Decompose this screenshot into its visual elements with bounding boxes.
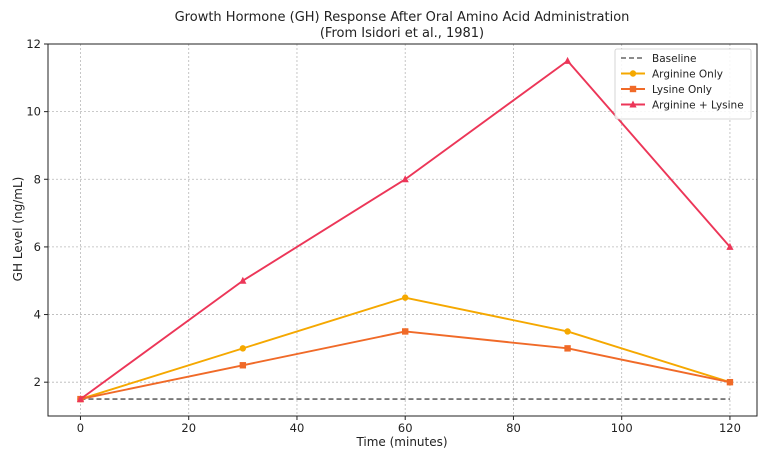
x-tick-label: 20: [181, 421, 196, 435]
chart-title: Growth Hormone (GH) Response After Oral …: [175, 10, 630, 25]
plot-frame: [47, 43, 758, 417]
y-tick-label: 10: [26, 105, 41, 119]
legend: Baseline Arginine Only Lysine Only Arginine…: [614, 48, 752, 120]
data-point-lysine-only: [239, 362, 247, 369]
legend-label-arginine-only: Arginine Only: [652, 68, 723, 80]
legend-marker-arginine-lysine: [629, 100, 637, 108]
legend-box: [614, 48, 752, 120]
x-tick-label: 80: [506, 421, 521, 435]
legend-label-arginine-lysine: Arginine + Lysine: [652, 99, 744, 111]
data-point-arginine-lysine: [726, 242, 734, 250]
data-point-arginine-only: [402, 294, 409, 301]
x-tick-label: 0: [77, 421, 84, 435]
chart-subtitle: (From Isidori et al., 1981): [320, 26, 484, 41]
x-axis-label: Time (minutes): [355, 435, 447, 449]
x-tick-label: 120: [719, 421, 741, 435]
legend-label-baseline: Baseline: [652, 53, 697, 65]
y-tick-label: 8: [34, 172, 41, 186]
data-point-lysine-only: [564, 345, 571, 352]
series-group: [76, 56, 734, 403]
data-point-lysine-only: [726, 378, 734, 386]
data-point-arginine-only: [564, 328, 571, 335]
axes: 0 20 40 60 80 100 120 2 4 6 8 10 12: [26, 37, 758, 435]
data-point-arginine-only: [239, 345, 247, 352]
data-point-arginine-lysine: [76, 395, 85, 403]
x-tick-label: 60: [398, 421, 413, 435]
legend-marker-arginine-only: [629, 70, 637, 77]
chart-title-group: Growth Hormone (GH) Response After Oral …: [175, 10, 630, 41]
legend-marker-lysine-only: [629, 85, 637, 93]
y-tick-label: 6: [34, 240, 41, 254]
data-point-arginine-lysine: [401, 175, 409, 183]
y-tick-label: 2: [34, 375, 41, 389]
legend-label-lysine-only: Lysine Only: [652, 84, 712, 96]
data-point-arginine-lysine: [563, 56, 572, 64]
y-axis-label: GH Level (ng/mL): [11, 177, 25, 282]
series-arginine-lysine: [76, 56, 734, 403]
data-point-lysine-only: [402, 328, 409, 335]
y-tick-label: 12: [26, 37, 41, 51]
y-tick-label: 4: [34, 308, 41, 322]
data-point-arginine-lysine: [239, 276, 247, 284]
x-tick-label: 40: [290, 421, 305, 435]
x-tick-label: 100: [611, 421, 633, 435]
